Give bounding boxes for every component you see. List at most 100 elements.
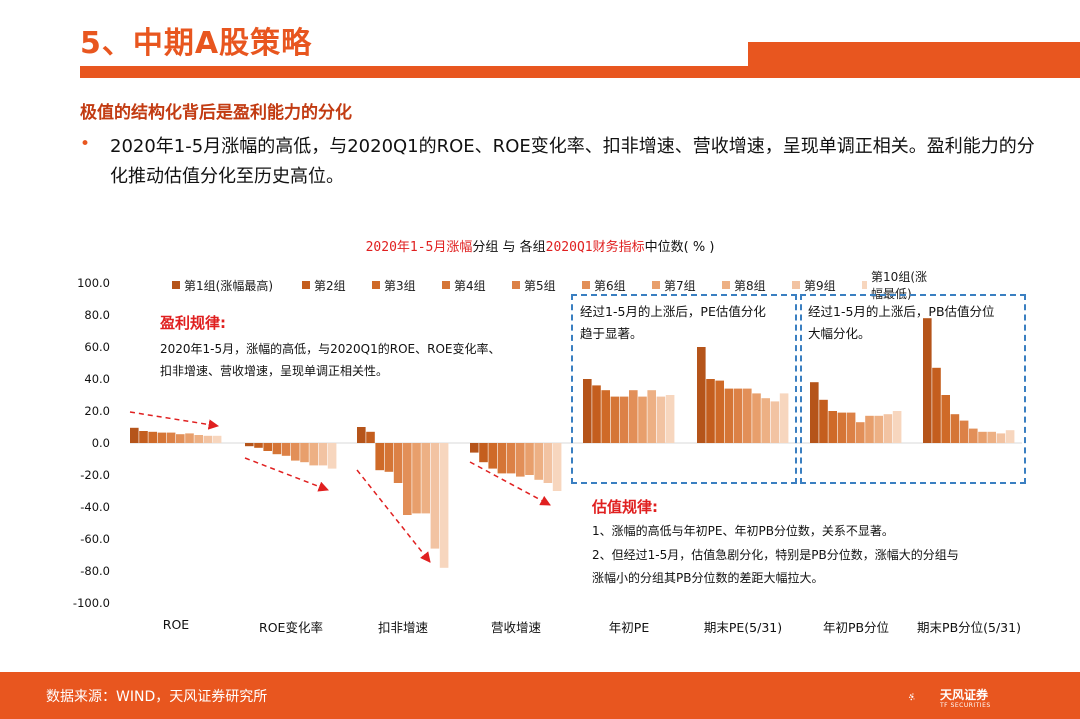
legend-swatch — [652, 281, 660, 289]
bar — [516, 443, 525, 477]
y-tick-label: 60.0 — [84, 340, 110, 354]
profit-rule-title: 盈利规律: — [160, 314, 226, 332]
bar — [194, 435, 203, 443]
legend-item: 第9组 — [792, 268, 862, 302]
bar — [203, 435, 213, 443]
legend-item: 第7组 — [652, 268, 722, 302]
trend-arrow-deducted-growth — [356, 469, 431, 563]
valuation-rule-title: 估值规律: — [592, 498, 658, 516]
legend-label: 第7组 — [664, 278, 696, 293]
legend-label: 第8组 — [734, 278, 766, 293]
pe-dispersion-box — [571, 294, 797, 484]
bar — [421, 443, 430, 514]
legend-label: 第9组 — [804, 278, 836, 293]
bar — [130, 427, 139, 443]
bar — [393, 443, 403, 483]
profit-rule-line2: 扣非增速、营收增速，呈现单调正相关性。 — [160, 364, 389, 378]
legend-item: 第4组 — [442, 268, 512, 302]
legend-label: 第5组 — [524, 278, 556, 293]
pb-box-line1: 经过1-5月的上涨后，PB估值分位 — [808, 304, 995, 319]
bar — [318, 443, 328, 466]
y-tick-label: -20.0 — [80, 468, 110, 482]
legend-swatch — [372, 281, 380, 289]
logo-icon — [908, 693, 915, 701]
legend-swatch — [442, 281, 450, 289]
profit-rule-line1: 2020年1-5月，涨幅的高低，与2020Q1的ROE、ROE变化率、 — [160, 342, 501, 356]
x-category-label: 扣非增速 — [377, 620, 428, 635]
pb-dispersion-box — [800, 294, 1026, 484]
bar — [281, 443, 291, 456]
bar — [366, 431, 375, 443]
bar — [291, 443, 300, 461]
legend-item: 第6组 — [582, 268, 652, 302]
bar — [430, 443, 440, 549]
page-title: 5、中期A股策略 — [80, 26, 313, 61]
x-category-label: 年初PE — [608, 620, 650, 635]
bar — [506, 443, 516, 474]
legend-label: 第1组(涨幅最高) — [184, 278, 273, 293]
bar — [412, 443, 421, 514]
chart-legend: 第1组(涨幅最高) 第2组 第3组 第4组 第5组 第6组 第7组 第8组 第9组 第10组(涨幅… — [172, 268, 932, 302]
trend-arrow-roe — [129, 411, 220, 430]
pe-box-line1: 经过1-5月的上涨后，PE估值分化 — [580, 304, 766, 319]
legend-swatch — [792, 281, 800, 289]
body-paragraph: 2020年1-5月涨幅的高低，与2020Q1的ROE、ROE变化率、扣非增速、营… — [110, 136, 1035, 187]
bar — [403, 443, 412, 515]
bar — [185, 433, 194, 443]
y-tick-label: 40.0 — [84, 372, 110, 386]
bar — [470, 443, 479, 453]
chart-title-part3: 2020Q1财务指标 — [545, 240, 645, 255]
legend-swatch — [512, 281, 520, 289]
bar — [488, 443, 497, 469]
y-tick-label: 100.0 — [77, 276, 110, 290]
bar — [552, 443, 562, 491]
bar — [166, 432, 176, 443]
bar — [157, 432, 167, 443]
legend-swatch — [172, 281, 180, 289]
bar — [375, 443, 384, 471]
chart-title-part1: 2020年1-5月涨幅 — [365, 240, 473, 255]
legend-item: 第3组 — [372, 268, 442, 302]
valuation-rule-line3: 涨幅小的分组其PB分位数的差距大幅拉大。 — [592, 571, 824, 585]
legend-swatch — [582, 281, 590, 289]
bar — [176, 434, 185, 443]
header-accent-block — [748, 42, 1080, 78]
bar — [525, 443, 534, 475]
y-tick-label: -60.0 — [80, 532, 110, 546]
valuation-rule-line1: 1、涨幅的高低与年初PE、年初PB分位数，关系不显著。 — [592, 524, 894, 538]
trend-arrow-revenue-growth — [469, 461, 551, 506]
trend-arrow-roe-change — [244, 457, 329, 492]
x-category-label: ROE变化率 — [259, 620, 323, 635]
logo-text: 天风证券 — [940, 688, 989, 702]
legend-item: 第5组 — [512, 268, 582, 302]
x-category-label: ROE — [162, 617, 190, 632]
legend-label: 第3组 — [384, 278, 416, 293]
chart-title-part2: 分组 与 各组 — [472, 240, 546, 255]
source-note: 数据来源：WIND，天风证券研究所 — [46, 689, 268, 705]
section-subtitle: 极值的结构化背后是盈利能力的分化 — [80, 103, 352, 123]
bar — [263, 443, 272, 451]
bar — [384, 443, 394, 472]
legend-swatch — [862, 281, 868, 289]
y-tick-label: 20.0 — [84, 404, 110, 418]
x-category-label: 年初PB分位 — [822, 620, 890, 635]
pb-box-line2: 大幅分化。 — [808, 326, 871, 341]
bar — [439, 443, 449, 568]
x-category-label: 期末PE(5/31) — [703, 620, 783, 635]
y-tick-label: 80.0 — [84, 308, 110, 322]
y-tick-label: -40.0 — [80, 500, 110, 514]
x-category-label: 营收增速 — [490, 620, 541, 635]
header-accent-bar — [80, 66, 750, 78]
footer-bar — [0, 672, 1080, 719]
legend-swatch — [302, 281, 310, 289]
bar — [534, 443, 543, 480]
bar — [300, 443, 309, 463]
bar — [479, 443, 488, 463]
x-category-label: 期末PB分位(5/31) — [917, 620, 1021, 635]
bar — [139, 431, 148, 443]
chart-title: 2020年1-5月涨幅分组 与 各组2020Q1财务指标中位数( % ) — [0, 236, 1080, 255]
legend-item: 第1组(涨幅最高) — [172, 268, 302, 302]
bar — [543, 443, 553, 483]
y-tick-label: -100.0 — [72, 596, 110, 610]
bar — [497, 443, 507, 474]
